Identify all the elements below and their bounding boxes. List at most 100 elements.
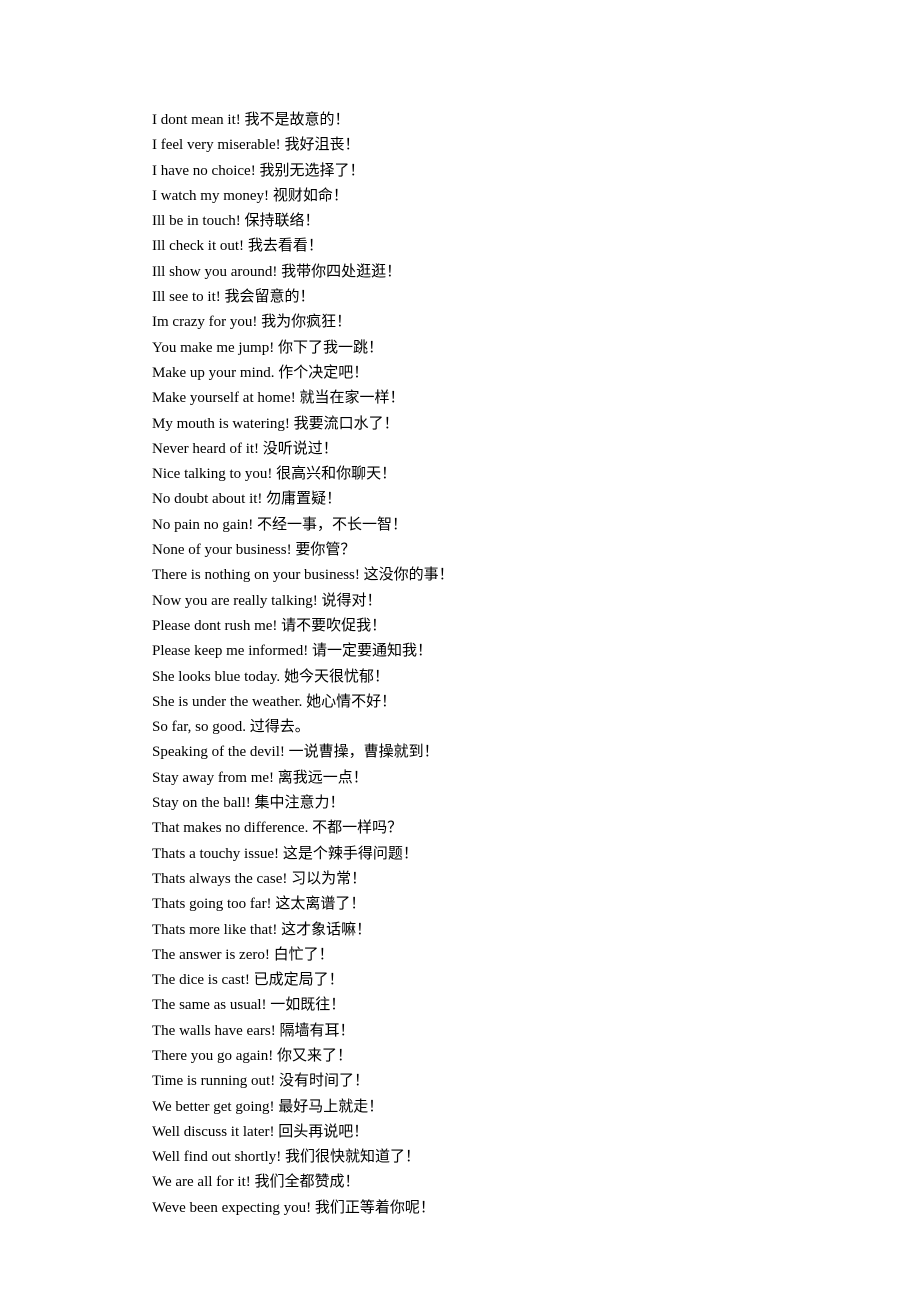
phrase-line: I watch my money! 视财如命！ [152, 184, 768, 209]
english-phrase: Thats going too far! [152, 896, 275, 912]
chinese-phrase: 你下了我一跳！ [278, 340, 383, 356]
chinese-phrase: 她心情不好！ [306, 694, 396, 710]
english-phrase: The same as usual! [152, 997, 270, 1013]
chinese-phrase: 这才象话嘛！ [281, 922, 371, 938]
chinese-phrase: 我们很快就知道了！ [285, 1149, 420, 1165]
phrase-line: Please dont rush me! 请不要吹促我！ [152, 614, 768, 639]
english-phrase: Stay on the ball! [152, 795, 254, 811]
english-phrase: I have no choice! [152, 163, 259, 179]
phrase-line: The same as usual! 一如既往！ [152, 993, 768, 1018]
phrase-line: My mouth is watering! 我要流口水了！ [152, 412, 768, 437]
english-phrase: Well find out shortly! [152, 1149, 285, 1165]
phrase-line: No doubt about it! 勿庸置疑！ [152, 487, 768, 512]
phrase-line: We are all for it! 我们全都赞成！ [152, 1170, 768, 1195]
phrase-line: Speaking of the devil! 一说曹操，曹操就到！ [152, 740, 768, 765]
phrase-line: She is under the weather. 她心情不好！ [152, 690, 768, 715]
phrase-line: Thats always the case! 习以为常！ [152, 867, 768, 892]
chinese-phrase: 我不是故意的！ [244, 112, 349, 128]
phrase-line: Ill check it out! 我去看看！ [152, 234, 768, 259]
english-phrase: Nice talking to you! [152, 466, 276, 482]
phrase-line: We better get going! 最好马上就走！ [152, 1095, 768, 1120]
chinese-phrase: 就当在家一样！ [299, 390, 404, 406]
phrase-line: Ill see to it! 我会留意的！ [152, 285, 768, 310]
chinese-phrase: 勿庸置疑！ [266, 491, 341, 507]
chinese-phrase: 已成定局了！ [254, 972, 344, 988]
phrase-line: Make yourself at home! 就当在家一样！ [152, 386, 768, 411]
chinese-phrase: 说得对！ [322, 593, 382, 609]
phrase-line: None of your business! 要你管？ [152, 538, 768, 563]
phrase-line: Please keep me informed! 请一定要通知我！ [152, 639, 768, 664]
phrase-line: Thats a touchy issue! 这是个辣手得问题！ [152, 842, 768, 867]
phrase-line: Ill be in touch! 保持联络！ [152, 209, 768, 234]
phrase-line: I dont mean it! 我不是故意的！ [152, 108, 768, 133]
chinese-phrase: 视财如命！ [273, 188, 348, 204]
phrase-line: Thats more like that! 这才象话嘛！ [152, 918, 768, 943]
english-phrase: We are all for it! [152, 1174, 255, 1190]
english-phrase: Stay away from me! [152, 770, 278, 786]
english-phrase: I watch my money! [152, 188, 273, 204]
chinese-phrase: 隔墙有耳！ [279, 1023, 354, 1039]
phrase-line: I feel very miserable! 我好沮丧！ [152, 133, 768, 158]
chinese-phrase: 回头再说吧！ [278, 1124, 368, 1140]
phrase-line: So far, so good. 过得去。 [152, 715, 768, 740]
chinese-phrase: 我们正等着你呢！ [315, 1200, 435, 1216]
english-phrase: Speaking of the devil! [152, 744, 289, 760]
english-phrase: Please dont rush me! [152, 618, 281, 634]
chinese-phrase: 我们全都赞成！ [255, 1174, 360, 1190]
chinese-phrase: 最好马上就走！ [278, 1099, 383, 1115]
chinese-phrase: 我要流口水了！ [294, 416, 399, 432]
english-phrase: Ill check it out! [152, 238, 248, 254]
chinese-phrase: 请不要吹促我！ [281, 618, 386, 634]
chinese-phrase: 没有时间了！ [279, 1073, 369, 1089]
english-phrase: The walls have ears! [152, 1023, 279, 1039]
english-phrase: I dont mean it! [152, 112, 244, 128]
phrase-line: There is nothing on your business! 这没你的事… [152, 563, 768, 588]
phrase-line: Stay away from me! 离我远一点！ [152, 766, 768, 791]
english-phrase: Make yourself at home! [152, 390, 299, 406]
english-phrase: No doubt about it! [152, 491, 266, 507]
chinese-phrase: 这是个辣手得问题！ [283, 846, 418, 862]
phrase-line: Well find out shortly! 我们很快就知道了！ [152, 1145, 768, 1170]
english-phrase: Ill show you around! [152, 264, 281, 280]
phrase-line: Ill show you around! 我带你四处逛逛！ [152, 260, 768, 285]
english-phrase: Weve been expecting you! [152, 1200, 315, 1216]
english-phrase: Never heard of it! [152, 441, 263, 457]
english-phrase: My mouth is watering! [152, 416, 294, 432]
chinese-phrase: 我会留意的！ [224, 289, 314, 305]
phrase-line: She looks blue today. 她今天很忧郁！ [152, 665, 768, 690]
chinese-phrase: 我别无选择了！ [259, 163, 364, 179]
english-phrase: The dice is cast! [152, 972, 254, 988]
english-phrase: So far, so good. [152, 719, 250, 735]
english-phrase: Ill see to it! [152, 289, 224, 305]
chinese-phrase: 过得去。 [250, 719, 310, 735]
phrase-line: Well discuss it later! 回头再说吧！ [152, 1120, 768, 1145]
phrase-line: Stay on the ball! 集中注意力！ [152, 791, 768, 816]
phrase-line: Im crazy for you! 我为你疯狂！ [152, 310, 768, 335]
english-phrase: Thats a touchy issue! [152, 846, 283, 862]
phrase-line: Weve been expecting you! 我们正等着你呢！ [152, 1196, 768, 1221]
chinese-phrase: 我带你四处逛逛！ [281, 264, 401, 280]
english-phrase: Thats always the case! [152, 871, 291, 887]
chinese-phrase: 你又来了！ [277, 1048, 352, 1064]
english-phrase: The answer is zero! [152, 947, 274, 963]
english-phrase: Please keep me informed! [152, 643, 312, 659]
english-phrase: We better get going! [152, 1099, 278, 1115]
english-phrase: Well discuss it later! [152, 1124, 278, 1140]
phrase-line: Now you are really talking! 说得对！ [152, 589, 768, 614]
chinese-phrase: 保持联络！ [244, 213, 319, 229]
chinese-phrase: 这太离谱了！ [275, 896, 365, 912]
chinese-phrase: 这没你的事！ [364, 567, 454, 583]
chinese-phrase: 她今天很忧郁！ [284, 669, 389, 685]
english-phrase: Ill be in touch! [152, 213, 244, 229]
phrase-line: Time is running out! 没有时间了！ [152, 1069, 768, 1094]
chinese-phrase: 一如既往！ [270, 997, 345, 1013]
english-phrase: I feel very miserable! [152, 137, 284, 153]
english-phrase: There is nothing on your business! [152, 567, 364, 583]
chinese-phrase: 集中注意力！ [254, 795, 344, 811]
phrase-line: The dice is cast! 已成定局了！ [152, 968, 768, 993]
english-phrase: Thats more like that! [152, 922, 281, 938]
chinese-phrase: 要你管？ [295, 542, 355, 558]
english-phrase: She looks blue today. [152, 669, 284, 685]
chinese-phrase: 习以为常！ [291, 871, 366, 887]
phrase-line: You make me jump! 你下了我一跳！ [152, 336, 768, 361]
